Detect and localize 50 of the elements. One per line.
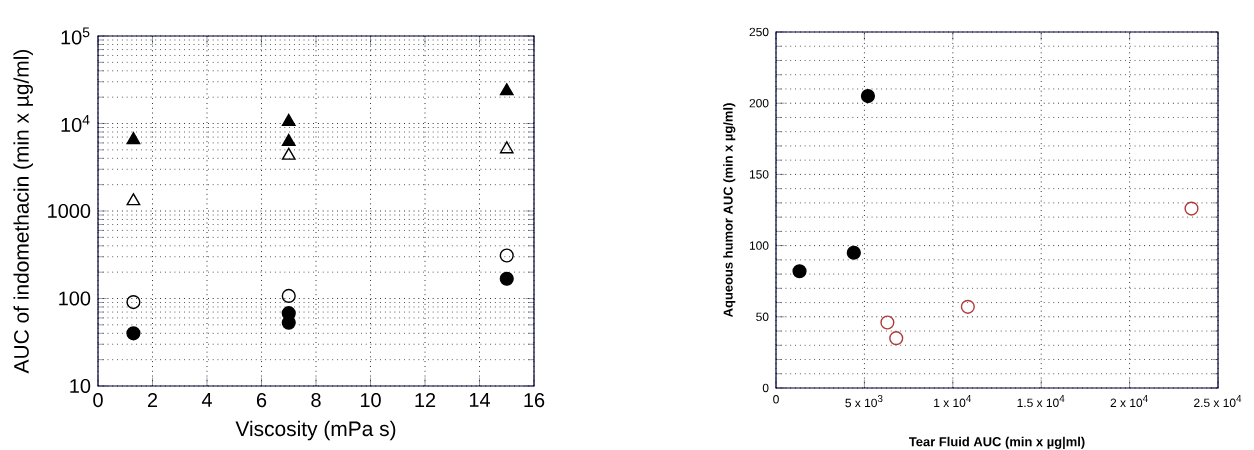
y-axis-title: Aqueous humor AUC (min x µg/ml) <box>723 103 736 318</box>
x-tick-label: 12 <box>415 393 436 407</box>
x-axis-title: Tear Fluid AUC (min x µg|ml) <box>909 436 1085 450</box>
x-tick-label: 2 x 10$^{4}$ <box>1110 395 1148 408</box>
y-tick-label: 250 <box>749 27 769 37</box>
x-tick-label: 10 <box>360 393 381 408</box>
point <box>499 271 514 286</box>
x-tick-label: 14 <box>469 393 490 407</box>
point <box>960 299 975 314</box>
x-tick-label: 4 <box>201 393 212 407</box>
point <box>126 326 141 341</box>
point <box>281 113 296 126</box>
x-tick-label: 2.5 x 10$^{4}$ <box>1194 395 1242 408</box>
x-tick-label: 1.5 x 10$^{4}$ <box>1017 395 1065 408</box>
point <box>499 83 514 96</box>
x-tick-label: 6 <box>256 393 267 408</box>
x-tick-label: 0 <box>773 395 779 404</box>
point <box>281 315 296 330</box>
y-tick-label: 100 <box>749 241 769 250</box>
point <box>126 132 141 145</box>
point <box>281 288 296 303</box>
point <box>126 295 141 310</box>
x-tick-label: 5 x 10$^{3}$ <box>845 395 883 408</box>
point <box>846 245 861 260</box>
y-axis-title: AUC of indomethacin (min x µg/ml) <box>13 49 33 374</box>
point <box>880 315 895 330</box>
point <box>889 331 904 346</box>
point <box>281 147 296 160</box>
x-tick-label: 1 x 10$^{4}$ <box>934 395 972 408</box>
point <box>499 248 514 263</box>
point <box>126 193 141 206</box>
point <box>860 89 876 104</box>
y-tick-label: 10$^{4}$ <box>61 114 90 133</box>
y-tick-label: 10 <box>70 378 91 394</box>
point <box>792 264 807 279</box>
x-axis-title: Viscosity (mPa s) <box>235 420 396 441</box>
x-tick-label: 2 <box>147 393 158 407</box>
x-tick-label: 0 <box>93 393 103 408</box>
y-tick-label: 10$^{5}$ <box>61 27 90 45</box>
point <box>281 133 296 146</box>
y-tick-label: 1000 <box>48 203 91 219</box>
point <box>499 141 514 154</box>
point <box>1184 201 1199 216</box>
x-tick-label: 16 <box>524 393 545 408</box>
y-tick-label: 0 <box>762 383 769 393</box>
y-tick-label: 200 <box>749 98 769 108</box>
y-tick-label: 150 <box>749 170 769 179</box>
y-tick-label: 100 <box>59 291 91 306</box>
y-tick-label: 50 <box>756 312 769 322</box>
x-tick-label: 8 <box>311 393 321 408</box>
